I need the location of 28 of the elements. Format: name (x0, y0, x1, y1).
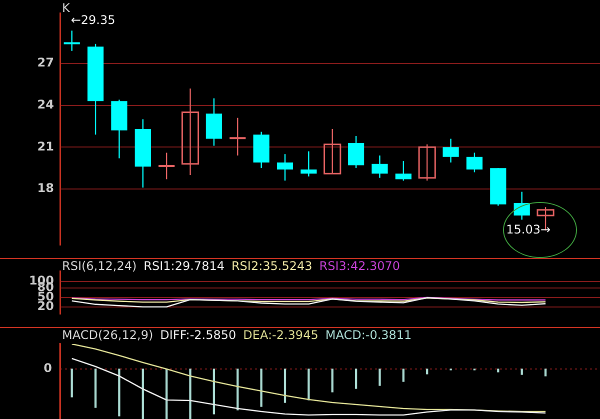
y-tick-label: 24 (37, 97, 54, 112)
annotation: 15.03→ (506, 222, 551, 237)
chart-title: MACD(26,12,9) (62, 328, 154, 342)
annotation: ←29.35 (70, 12, 116, 27)
candlestick (158, 152, 175, 180)
text: RSI3:42.3070 (319, 259, 400, 273)
candlestick (300, 150, 317, 178)
candlestick (348, 135, 364, 169)
candlestick (418, 144, 436, 182)
candlestick (64, 30, 80, 52)
candlestick (324, 128, 342, 174)
y-tick-label: 21 (37, 139, 54, 154)
candlestick (276, 154, 294, 182)
text: RSI2:35.5243 (231, 259, 312, 273)
y-tick-label: 27 (37, 56, 54, 70)
text: RSI1:29.7814 (144, 259, 224, 273)
text: DEA:-2.3945 (243, 328, 318, 342)
candlestick (230, 117, 246, 156)
y-tick-label: 18 (37, 181, 54, 196)
candlestick (395, 160, 412, 182)
candlestick (442, 138, 459, 164)
candlestick (466, 152, 483, 173)
chart-title: RSI(6,12,24) (62, 259, 137, 273)
candlestick (372, 154, 388, 178)
chart-title: K (62, 1, 70, 15)
text: MACD:-0.3811 (325, 328, 412, 342)
ref-line-label: 0 (44, 361, 52, 376)
text: DIFF:-2.5850 (160, 328, 236, 342)
